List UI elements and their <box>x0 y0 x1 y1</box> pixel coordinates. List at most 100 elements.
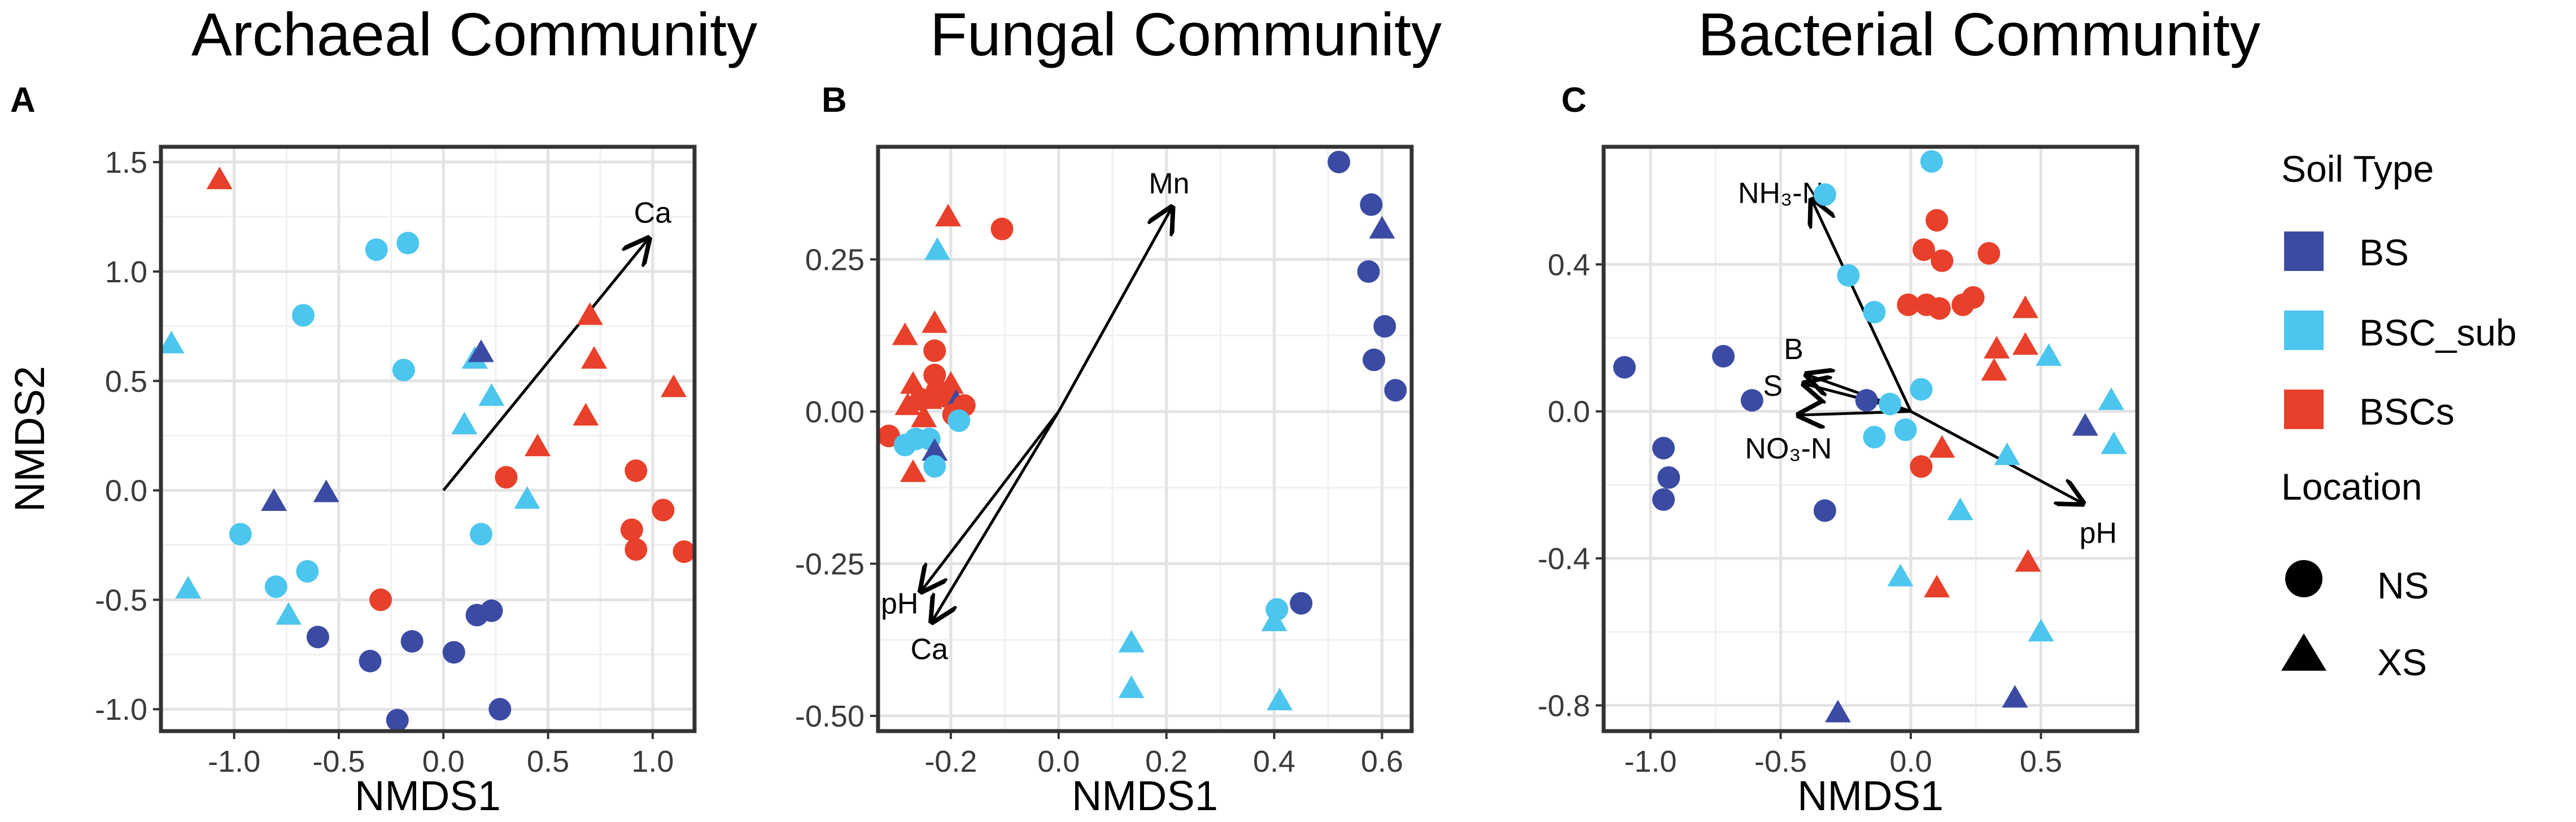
y-tick-label: 0.5 <box>105 365 147 399</box>
point-bsc-sub-xs <box>2028 619 2054 642</box>
y-tick-label: 1.5 <box>105 146 147 180</box>
point-bscs-xs <box>900 459 927 482</box>
x-tick-label: 0.0 <box>1889 745 1932 779</box>
point-bsc-sub-xs <box>175 576 202 599</box>
legend-label-xs: XS <box>2377 641 2427 683</box>
point-bsc-sub-xs <box>514 486 540 509</box>
point-bsc-sub-xs <box>2036 343 2062 366</box>
legend-swatch-bscs <box>2284 390 2324 429</box>
legend-location-title: Location <box>2281 466 2422 508</box>
y-tick-label: 0.0 <box>105 474 147 508</box>
y-tick-label: -0.8 <box>1538 689 1590 723</box>
point-bscs-xs <box>2012 295 2038 318</box>
point-bs-ns <box>1652 436 1675 460</box>
point-bsc-sub-ns <box>1879 392 1902 416</box>
y-tick-label: 0.25 <box>805 243 865 277</box>
point-bs-ns <box>488 698 512 721</box>
point-bscs-xs <box>892 322 918 346</box>
point-bscs-ns <box>625 538 648 561</box>
point-bs-ns <box>1373 315 1396 338</box>
point-bs-ns <box>359 649 382 672</box>
x-tick-label: 0.5 <box>527 745 569 779</box>
point-bs-ns <box>400 630 423 653</box>
vector-label-no-n: NO₃-N <box>1745 432 1832 465</box>
point-bscs-xs <box>1981 358 2007 381</box>
point-bs-ns <box>1360 193 1383 216</box>
point-bs-ns <box>1328 150 1351 173</box>
point-bsc-sub-xs <box>1994 442 2020 465</box>
x-tick-label: -1.0 <box>208 745 260 779</box>
point-bs-ns <box>1652 488 1675 511</box>
point-bs-xs <box>1824 699 1851 723</box>
x-tick-label: -0.2 <box>924 745 977 779</box>
legend-label-bs: BS <box>2359 231 2409 273</box>
plot-background <box>878 147 1412 731</box>
point-bs-ns <box>1363 348 1386 371</box>
point-bs-xs <box>922 438 948 461</box>
vector-label-nh-n: NH₃-N <box>1738 177 1823 209</box>
panel-fungal: Fungal Community B -0.2 0.0 0.2 0.4 0.6 -0.50 -0… <box>795 0 1442 819</box>
point-bs-xs <box>261 488 287 511</box>
point-bs-ns <box>1855 389 1878 412</box>
x-tick-label: 0.0 <box>422 745 465 779</box>
point-bscs-xs <box>900 371 927 394</box>
point-bsc-sub-xs <box>451 412 478 435</box>
y-tick-label: -1.0 <box>95 693 147 727</box>
point-bscs-ns <box>1913 238 1935 261</box>
x-tick-label: 0.2 <box>1145 745 1187 779</box>
point-bsc-sub-xs <box>1947 497 1974 521</box>
vector-arrow-ph <box>1910 410 2082 504</box>
y-tick-label: 1.0 <box>105 255 147 289</box>
point-bscs-ns <box>1910 455 1933 478</box>
point-bscs-xs <box>1984 336 2010 359</box>
point-bscs-ns <box>673 540 696 563</box>
vector-arrow-ph <box>921 410 1060 591</box>
panel-label: A <box>10 81 36 120</box>
point-bscs-ns <box>625 459 648 482</box>
point-bs-xs <box>313 479 339 502</box>
point-bs-ns <box>1613 356 1636 379</box>
point-bscs-ns <box>1977 242 2001 265</box>
point-bscs-ns <box>1962 286 1985 309</box>
point-bs-ns <box>1740 389 1763 412</box>
point-bsc-sub-ns <box>1863 300 1886 323</box>
panel-label: C <box>1561 81 1587 120</box>
x-axis-title: NMDS1 <box>355 772 501 819</box>
point-bscs-ns <box>990 217 1014 241</box>
legend-symbol-xs <box>2281 633 2326 671</box>
point-bsc-sub-xs <box>1118 629 1145 653</box>
x-tick-label: -0.5 <box>312 745 365 779</box>
point-bsc-sub-ns <box>296 560 319 583</box>
panel-title: Bacterial Community <box>1698 0 2260 68</box>
point-bsc-sub-ns <box>365 238 388 261</box>
vector-arrow-ca <box>932 410 1060 622</box>
point-bs-xs <box>1369 216 1395 239</box>
point-bsc-sub-ns <box>1837 264 1860 287</box>
point-bs-ns <box>480 599 503 622</box>
point-bsc-sub-ns <box>1910 378 1933 401</box>
legend-symbol-ns <box>2285 560 2322 597</box>
point-bscs-xs <box>911 404 937 427</box>
point-bs-ns <box>442 641 465 664</box>
point-bscs-xs <box>577 302 603 325</box>
point-bsc-sub-xs <box>2098 387 2124 410</box>
vector-label-ca: Ca <box>910 633 948 666</box>
y-axis-title: NMDS2 <box>6 366 53 512</box>
point-bs-xs <box>2072 413 2098 436</box>
point-bsc-sub-ns <box>392 358 415 382</box>
vector-arrow-mn <box>1057 208 1172 413</box>
legend-label-bscs: BSCs <box>2359 391 2455 432</box>
x-axis-title: NMDS1 <box>1797 772 1944 819</box>
vector-label-ca: Ca <box>634 196 672 229</box>
point-bsc-sub-ns <box>923 455 946 478</box>
point-bscs-xs <box>660 374 687 397</box>
point-bs-ns <box>1813 499 1836 522</box>
x-tick-label: 0.5 <box>2020 745 2062 779</box>
point-bscs-ns <box>1915 293 1938 316</box>
point-bs-ns <box>1384 379 1407 402</box>
y-tick-label: -0.50 <box>795 699 865 733</box>
point-bsc-sub-ns <box>470 523 492 546</box>
y-tick-label: -0.4 <box>1538 542 1590 576</box>
point-bsc-sub-xs <box>924 237 950 260</box>
y-tick-label: 0.0 <box>1548 395 1590 429</box>
